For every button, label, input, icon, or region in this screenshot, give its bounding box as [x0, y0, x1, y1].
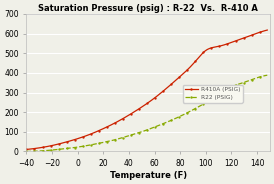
R22 (PSIG)	[134, 133, 137, 135]
Line: R410A (PSIG): R410A (PSIG)	[26, 30, 268, 150]
X-axis label: Temperature (F): Temperature (F)	[110, 171, 187, 180]
Legend: R410A (PSIG), R22 (PSIG): R410A (PSIG), R22 (PSIG)	[183, 85, 242, 102]
Title: Saturation Pressure (psig) : R-22  Vs.  R-410 A: Saturation Pressure (psig) : R-22 Vs. R-…	[38, 4, 258, 13]
R410A (PSIG)	[206, 48, 209, 50]
R22 (PSIG)	[167, 121, 170, 123]
R410A (PSIG)	[67, 140, 71, 142]
R22 (PSIG)	[185, 112, 189, 114]
R22 (PSIG)	[266, 74, 269, 76]
R22 (PSIG)	[25, 150, 28, 153]
R410A (PSIG)	[266, 29, 269, 31]
R22 (PSIG)	[206, 100, 209, 103]
R22 (PSIG)	[67, 147, 71, 149]
R410A (PSIG)	[134, 110, 137, 112]
R22 (PSIG)	[87, 144, 90, 146]
R410A (PSIG)	[185, 69, 189, 71]
R410A (PSIG)	[87, 134, 90, 136]
R410A (PSIG)	[25, 148, 28, 151]
R410A (PSIG)	[167, 86, 170, 88]
Line: R22 (PSIG): R22 (PSIG)	[26, 75, 268, 152]
